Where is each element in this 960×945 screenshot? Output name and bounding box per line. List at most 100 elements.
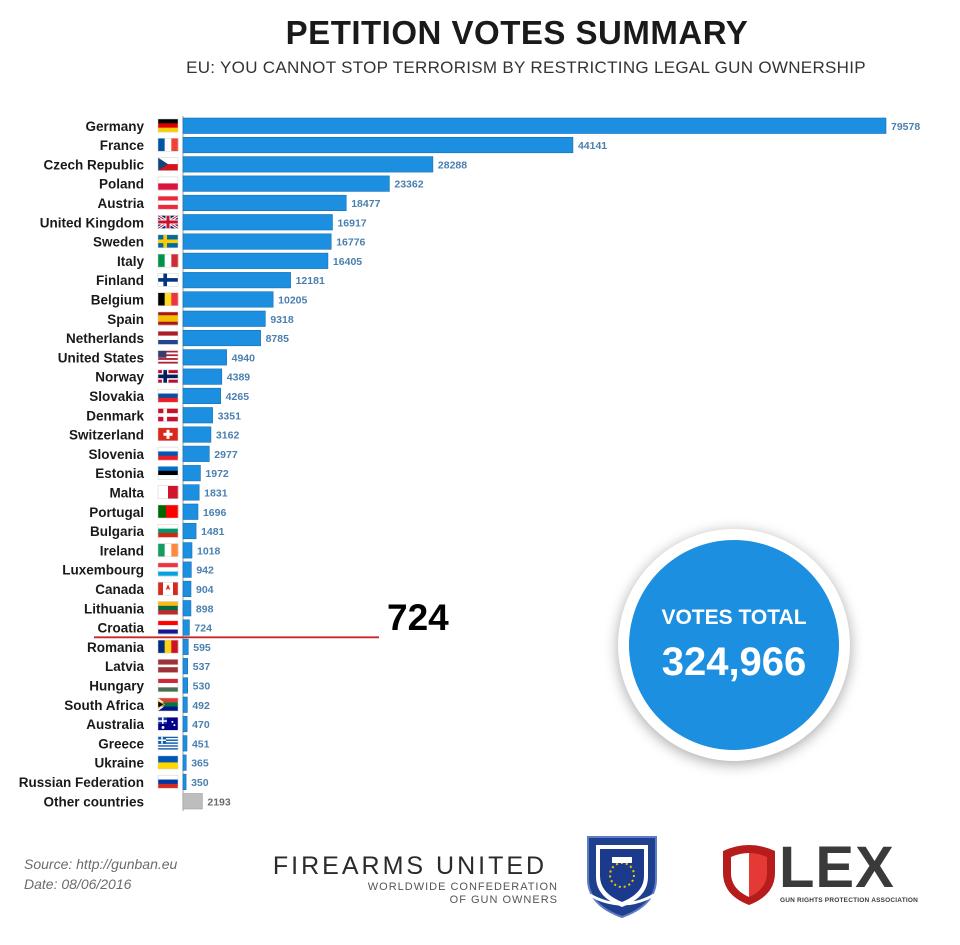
category-label: France bbox=[100, 138, 145, 153]
value-label: 595 bbox=[193, 642, 211, 654]
flag-icon bbox=[157, 504, 179, 519]
flag-icon bbox=[157, 736, 179, 750]
category-label: Italy bbox=[117, 254, 145, 269]
category-label: Greece bbox=[98, 736, 144, 751]
bar bbox=[182, 638, 189, 655]
category-label: Bulgaria bbox=[90, 524, 145, 539]
flag-icon bbox=[157, 678, 179, 692]
category-label: United States bbox=[58, 350, 144, 365]
bar bbox=[182, 580, 192, 598]
category-label: Netherlands bbox=[66, 331, 144, 346]
category-label: Ireland bbox=[100, 543, 144, 558]
category-label: Belgium bbox=[91, 292, 144, 307]
value-label: 23362 bbox=[394, 179, 423, 191]
flag-icon bbox=[157, 253, 179, 268]
bar bbox=[182, 677, 188, 694]
category-label: Slovakia bbox=[89, 389, 144, 404]
flag-icon bbox=[157, 292, 179, 306]
bar bbox=[182, 735, 188, 752]
flag-icon bbox=[157, 214, 179, 230]
value-label: 451 bbox=[192, 738, 210, 750]
firearms-united-subtitle-1: WORLDWIDE CONFEDERATION bbox=[367, 881, 558, 893]
flag-icon bbox=[157, 331, 179, 345]
bar bbox=[182, 291, 274, 308]
value-label: 898 bbox=[196, 603, 214, 615]
flag-icon bbox=[157, 176, 179, 191]
flag-icon bbox=[157, 524, 179, 538]
value-label: 28288 bbox=[438, 159, 467, 171]
bar bbox=[182, 137, 574, 154]
bar bbox=[182, 484, 200, 501]
flag-icon bbox=[157, 639, 179, 654]
bar bbox=[182, 349, 227, 366]
category-label: Croatia bbox=[97, 621, 144, 636]
category-label: Switzerland bbox=[69, 428, 144, 443]
category-label: Russian Federation bbox=[19, 775, 144, 790]
date-text: Date: 08/06/2016 bbox=[24, 876, 132, 892]
bar bbox=[182, 542, 193, 559]
flag-icon bbox=[157, 601, 179, 615]
category-label: Sweden bbox=[93, 235, 144, 250]
flag-icon bbox=[157, 697, 179, 712]
category-label: Estonia bbox=[95, 466, 144, 481]
firearms-united-subtitle-2: OF GUN OWNERS bbox=[449, 894, 558, 906]
flag-icon bbox=[157, 485, 179, 499]
value-label: 1696 bbox=[203, 507, 227, 519]
bar bbox=[182, 793, 203, 810]
value-label: 904 bbox=[196, 584, 214, 596]
flag-icon bbox=[157, 408, 179, 422]
category-label: Norway bbox=[95, 370, 144, 385]
category-label: Canada bbox=[95, 582, 144, 597]
bar bbox=[182, 465, 201, 482]
value-label: 492 bbox=[192, 700, 210, 712]
bar bbox=[182, 272, 291, 289]
value-label: 8785 bbox=[266, 333, 290, 345]
category-label: Finland bbox=[96, 273, 144, 288]
value-label: 12181 bbox=[296, 275, 325, 287]
bar bbox=[182, 252, 329, 269]
firearms-united-logo: FIREARMS UNITED WORLDWIDE CONFEDERATION … bbox=[262, 852, 558, 907]
category-label: Czech Republic bbox=[43, 157, 144, 172]
flag-icon bbox=[157, 620, 179, 635]
value-label: 530 bbox=[193, 680, 211, 692]
bar-chart: Germany 79578 France 44141 Czech Republic 282… bbox=[19, 116, 920, 811]
value-label: 4265 bbox=[226, 391, 250, 403]
bar bbox=[182, 387, 221, 405]
bar bbox=[182, 310, 266, 327]
value-label: 942 bbox=[196, 565, 214, 577]
flag-icon bbox=[157, 659, 179, 673]
category-label: Spain bbox=[107, 312, 144, 327]
value-label: 1018 bbox=[197, 545, 221, 557]
value-label: 1481 bbox=[201, 526, 225, 538]
value-label: 3162 bbox=[216, 430, 240, 442]
value-label: 44141 bbox=[578, 140, 607, 152]
flag-icon bbox=[157, 273, 179, 287]
category-label: Lithuania bbox=[84, 601, 144, 616]
highlight-value-annotation: 724 bbox=[387, 597, 449, 638]
category-label: Ukraine bbox=[94, 756, 144, 771]
flag-icon bbox=[157, 581, 179, 596]
bar bbox=[182, 561, 192, 578]
value-label: 470 bbox=[192, 719, 210, 731]
category-label: Portugal bbox=[89, 505, 144, 520]
lex-logo-tagline: GUN RIGHTS PROTECTION ASSOCIATION bbox=[780, 897, 919, 904]
category-label: Germany bbox=[85, 119, 144, 134]
value-label: 537 bbox=[193, 661, 211, 673]
flag-icon bbox=[157, 388, 179, 403]
firearms-united-shield-icon bbox=[587, 836, 657, 919]
bar bbox=[182, 233, 332, 250]
category-label: Austria bbox=[97, 196, 144, 211]
value-label: 2977 bbox=[214, 449, 238, 461]
value-label: 4389 bbox=[227, 372, 251, 384]
category-label: South Africa bbox=[64, 698, 144, 713]
category-label: Denmark bbox=[86, 408, 144, 423]
bar bbox=[182, 696, 188, 713]
flag-icon bbox=[157, 138, 179, 152]
bar bbox=[182, 754, 187, 771]
bar bbox=[182, 522, 197, 540]
category-label: United Kingdom bbox=[40, 215, 144, 230]
flag-icon bbox=[157, 446, 179, 461]
page-title: PETITION VOTES SUMMARY bbox=[285, 14, 749, 51]
votes-total-badge: VOTES TOTAL 324,966 bbox=[618, 529, 850, 761]
bar bbox=[182, 619, 190, 636]
